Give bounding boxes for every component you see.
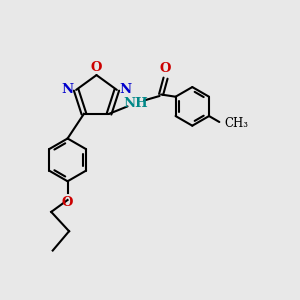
Text: CH₃: CH₃ [225,117,249,130]
Text: O: O [160,61,171,75]
Text: N: N [119,83,131,96]
Text: NH: NH [124,97,148,110]
Text: O: O [91,61,102,74]
Text: N: N [61,83,74,96]
Text: O: O [62,196,73,208]
